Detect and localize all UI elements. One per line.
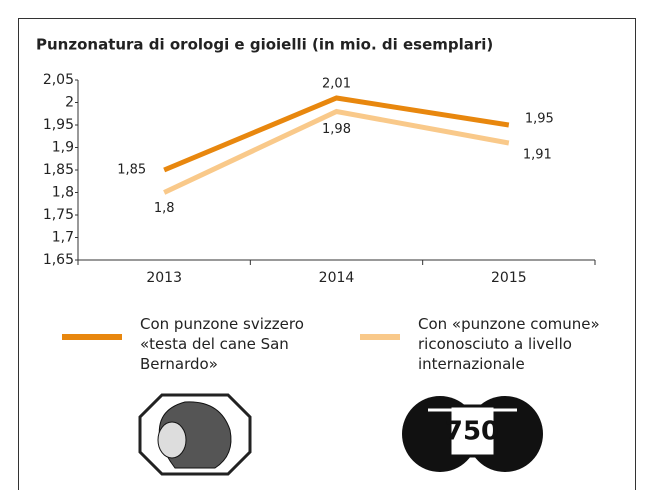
- y-tick-label: 1,9: [52, 140, 74, 156]
- data-label: 1,8: [154, 201, 175, 216]
- x-tick-label: 2014: [319, 270, 355, 286]
- legend-entry: Con punzone svizzero «testa del cane San…: [140, 315, 304, 373]
- series-line: [163, 108, 510, 195]
- y-tick-label: 2: [65, 95, 74, 111]
- data-label: 1,85: [117, 163, 146, 178]
- y-tick-label: 1,8: [52, 185, 74, 201]
- hallmark-text: 750: [445, 417, 499, 447]
- data-label: 1,91: [523, 148, 552, 163]
- frame: [18, 18, 636, 490]
- scale-hallmark: [402, 396, 543, 472]
- y-tick-label: 1,75: [43, 207, 74, 223]
- legend-entry: Con «punzone comune» riconosciuto a live…: [418, 315, 600, 373]
- y-tick-label: 2,05: [43, 72, 74, 88]
- dog-hallmark: [138, 393, 252, 476]
- y-tick-label: 1,65: [43, 252, 74, 268]
- data-label: 2,01: [322, 77, 351, 92]
- x-tick-label: 2015: [491, 270, 527, 286]
- data-label: 1,98: [322, 122, 351, 137]
- y-tick-label: 1,95: [43, 117, 74, 133]
- x-tick-label: 2013: [146, 270, 182, 286]
- data-label: 1,95: [525, 112, 554, 127]
- y-tick-label: 1,7: [52, 230, 74, 246]
- series-line: [163, 95, 510, 173]
- y-tick-label: 1,85: [43, 162, 74, 178]
- chart-title: Punzonatura di orologi e gioielli (in mi…: [36, 36, 493, 54]
